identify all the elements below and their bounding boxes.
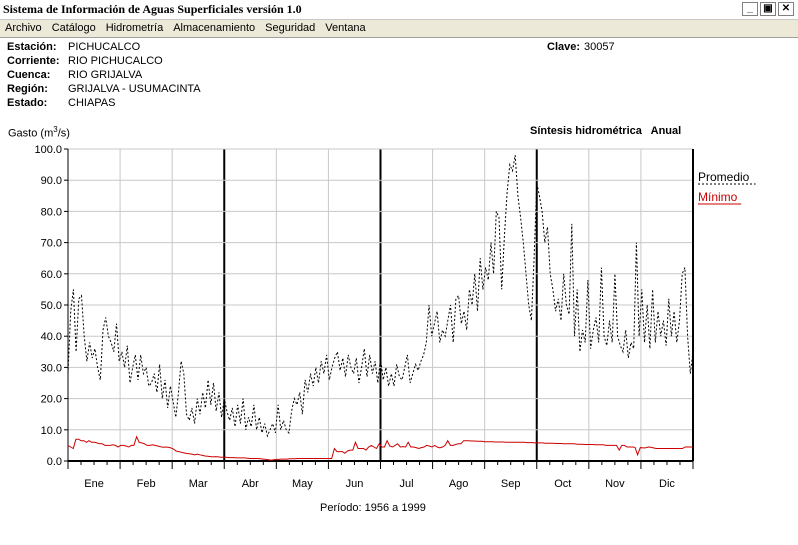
- menu-bar: Archivo Catálogo Hidrometría Almacenamie…: [0, 20, 798, 38]
- estacion-row: Estación: PICHUCALCO: [7, 40, 140, 54]
- month-label: Mar: [189, 478, 208, 490]
- y-tick-label: 50.0: [41, 300, 62, 312]
- cuenca-label: Cuenca:: [7, 69, 51, 81]
- legend-label: Mínimo: [698, 190, 738, 204]
- month-label: Dic: [659, 478, 675, 490]
- menu-archivo[interactable]: Archivo: [5, 22, 42, 34]
- month-label: Feb: [137, 478, 156, 490]
- y-tick-label: 20.0: [41, 394, 62, 406]
- corriente-value: RIO PICHUCALCO: [68, 55, 163, 67]
- chart-title: Síntesis hidrométrica Anual: [530, 125, 682, 137]
- y-tick-label: 0.0: [47, 456, 62, 468]
- series-line-promedio: [67, 155, 694, 438]
- window-title: Sistema de Información de Aguas Superfic…: [3, 2, 302, 16]
- region-label: Región:: [7, 83, 48, 95]
- corriente-row: Corriente: RIO PICHUCALCO: [7, 54, 163, 68]
- month-label: Ene: [84, 478, 104, 490]
- month-label: Sep: [501, 478, 521, 490]
- menu-almacenamiento[interactable]: Almacenamiento: [173, 22, 256, 34]
- y-tick-label: 70.0: [41, 238, 62, 250]
- month-label: Abr: [242, 478, 259, 490]
- region-row: Región: GRIJALVA - USUMACINTA: [7, 82, 201, 96]
- legend-label: Promedio: [698, 170, 750, 184]
- estado-row: Estado: CHIAPAS: [7, 96, 115, 110]
- close-button[interactable]: ✕: [778, 2, 794, 16]
- y-axis-title: Gasto (m3/s): [8, 125, 70, 140]
- y-axis-title-suffix: /s): [57, 127, 70, 140]
- month-label: Oct: [554, 478, 571, 490]
- clave: Clave: 30057: [547, 40, 615, 54]
- menu-hidrometria[interactable]: Hidrometría: [105, 22, 164, 34]
- y-tick-label: 60.0: [41, 269, 62, 281]
- estado-label: Estado:: [7, 97, 48, 109]
- period-label: Período: 1956 a 1999: [320, 502, 426, 514]
- menu-ventana[interactable]: Ventana: [325, 22, 366, 34]
- estacion-label: Estación:: [7, 41, 57, 53]
- estado-value: CHIAPAS: [68, 97, 116, 109]
- month-label: Ago: [449, 478, 469, 490]
- estacion-value: PICHUCALCO: [68, 41, 141, 53]
- clave-value: 30057: [584, 41, 615, 53]
- region-value: GRIJALVA - USUMACINTA: [68, 83, 201, 95]
- cuenca-row: Cuenca: RIO GRIJALVA: [7, 68, 142, 82]
- menu-seguridad[interactable]: Seguridad: [265, 22, 316, 34]
- y-axis-title-sup: 3: [53, 125, 58, 134]
- y-tick-label: 10.0: [41, 425, 62, 437]
- station-info: Estación: PICHUCALCO Corriente: RIO PICH…: [0, 38, 798, 145]
- y-axis-title-prefix: Gasto (m: [8, 127, 54, 140]
- maximize-button[interactable]: ▣: [760, 2, 776, 16]
- menu-catalogo[interactable]: Catálogo: [51, 22, 96, 34]
- corriente-label: Corriente:: [7, 55, 60, 67]
- y-tick-label: 30.0: [41, 362, 62, 374]
- window-controls: _ ▣ ✕: [742, 2, 794, 16]
- minimize-button[interactable]: _: [742, 2, 758, 16]
- month-label: Nov: [605, 478, 625, 490]
- y-tick-label: 80.0: [41, 206, 62, 218]
- y-tick-label: 40.0: [41, 331, 62, 343]
- month-label: Jun: [346, 478, 364, 490]
- month-label: May: [292, 478, 313, 490]
- y-tick-label: 90.0: [41, 175, 62, 187]
- y-tick-label: 100.0: [34, 144, 62, 156]
- cuenca-value: RIO GRIJALVA: [68, 69, 143, 81]
- series-line-minimo: [67, 435, 693, 461]
- clave-label: Clave:: [547, 41, 581, 53]
- title-bar: Sistema de Información de Aguas Superfic…: [0, 0, 798, 20]
- month-label: Jul: [400, 478, 414, 490]
